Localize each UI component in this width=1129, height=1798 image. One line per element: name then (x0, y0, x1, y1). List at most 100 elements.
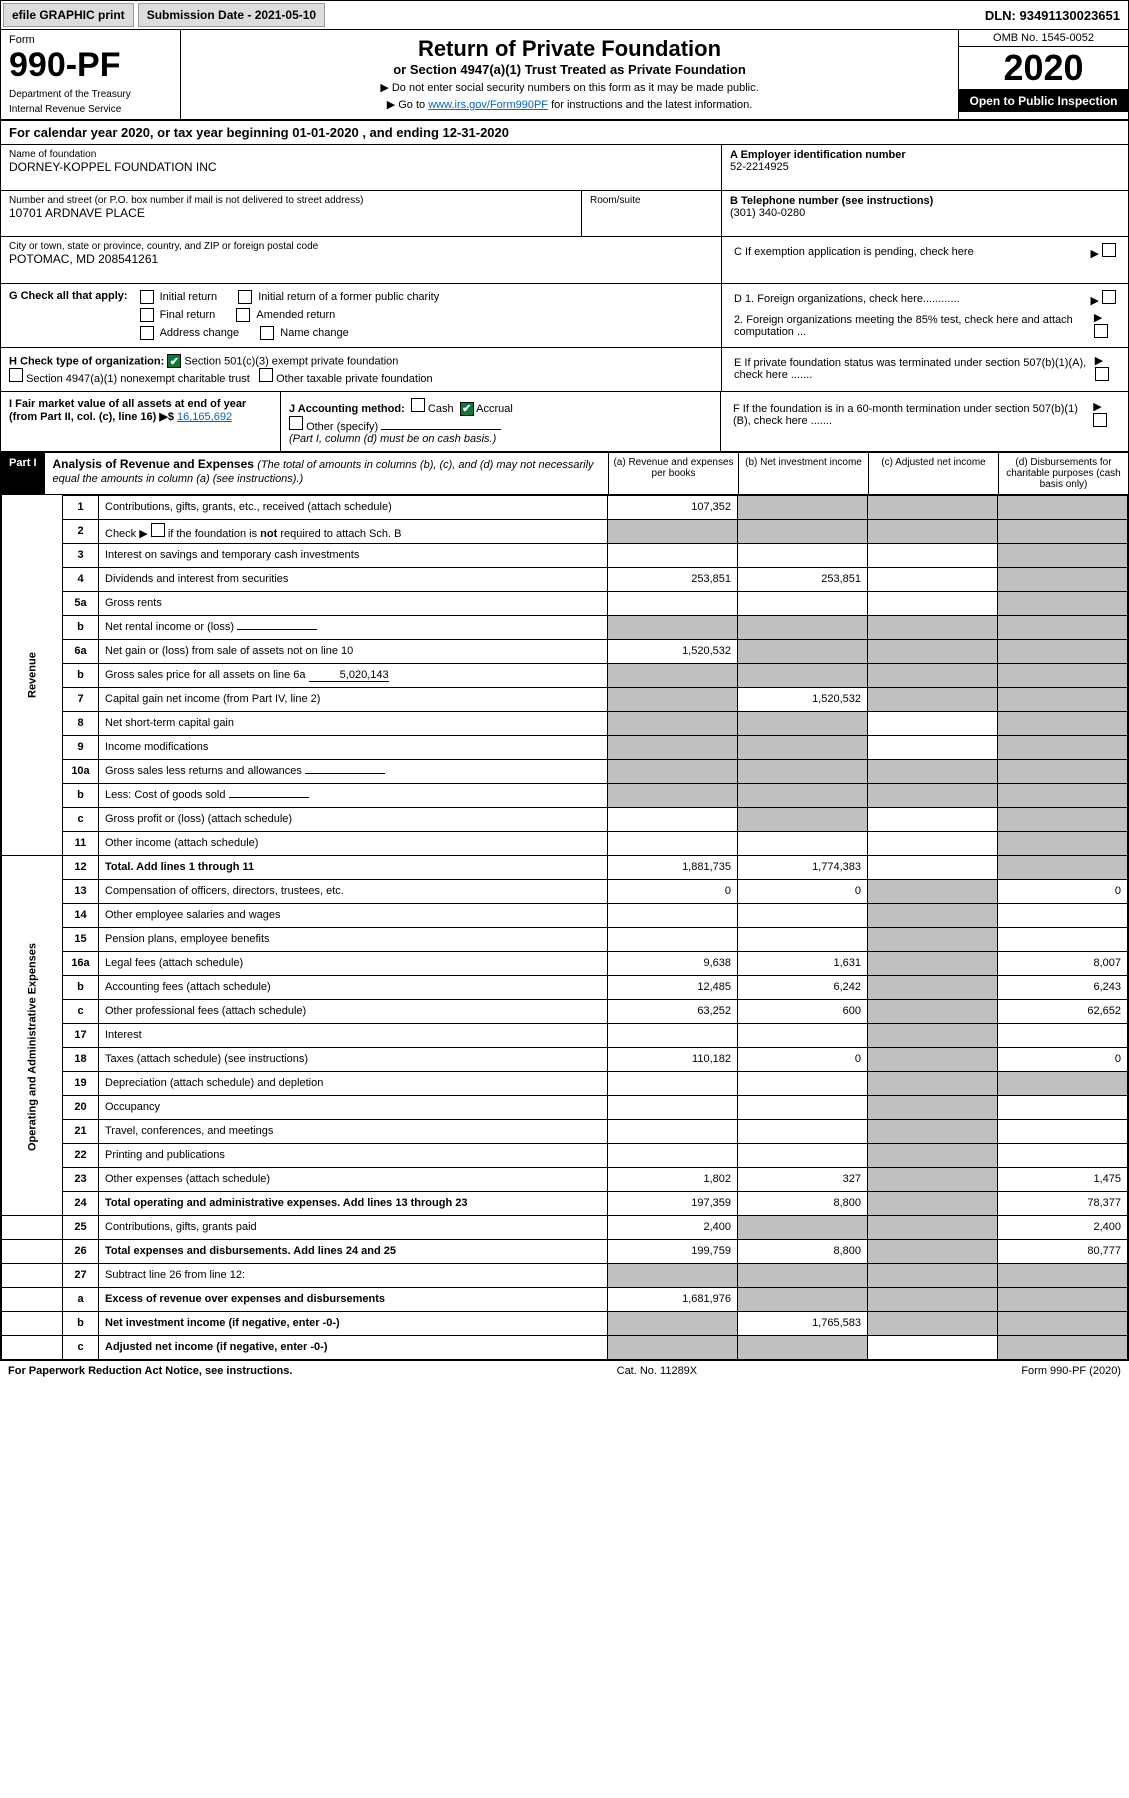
d1-label: D 1. Foreign organizations, check here..… (734, 293, 960, 305)
city-label: City or town, state or province, country… (9, 241, 713, 252)
f-label: F If the foundation is in a 60-month ter… (733, 403, 1093, 427)
phone-value: (301) 340-0280 (730, 207, 1120, 219)
final-return-checkbox[interactable] (140, 308, 154, 322)
calendar-year: For calendar year 2020, or tax year begi… (1, 121, 1128, 145)
table-row: 15Pension plans, employee benefits (2, 927, 1128, 951)
table-row: 10aGross sales less returns and allowanc… (2, 759, 1128, 783)
table-row: 2Check ▶ if the foundation is not requir… (2, 519, 1128, 543)
table-row: Operating and Administrative Expenses 13… (2, 879, 1128, 903)
ein-label: A Employer identification number (730, 149, 1120, 161)
omb-number: OMB No. 1545-0052 (959, 30, 1128, 47)
table-row: cAdjusted net income (if negative, enter… (2, 1335, 1128, 1359)
table-row: 20Occupancy (2, 1095, 1128, 1119)
f-checkbox[interactable] (1093, 413, 1107, 427)
address-label: Number and street (or P.O. box number if… (9, 195, 573, 206)
city-state-zip: POTOMAC, MD 208541261 (9, 252, 713, 266)
ein-value: 52-2214925 (730, 161, 1120, 173)
table-row: 17Interest (2, 1023, 1128, 1047)
c-checkbox[interactable] (1102, 243, 1116, 257)
cash-checkbox[interactable] (411, 398, 425, 412)
table-row: 22Printing and publications (2, 1143, 1128, 1167)
j-note: (Part I, column (d) must be on cash basi… (289, 433, 496, 445)
j-label: J Accounting method: (289, 403, 405, 415)
table-row: 6aNet gain or (loss) from sale of assets… (2, 639, 1128, 663)
accrual-checkbox[interactable]: ✔ (460, 402, 474, 416)
name-change-checkbox[interactable] (260, 326, 274, 340)
table-row: cGross profit or (loss) (attach schedule… (2, 807, 1128, 831)
table-row: 4Dividends and interest from securities … (2, 567, 1128, 591)
expenses-sidebar: Operating and Administrative Expenses (2, 879, 63, 1215)
table-row: 14Other employee salaries and wages (2, 903, 1128, 927)
address-change-checkbox[interactable] (140, 326, 154, 340)
other-method-checkbox[interactable] (289, 416, 303, 430)
submission-date-button[interactable]: Submission Date - 2021-05-10 (138, 3, 325, 27)
e-label: E If private foundation status was termi… (734, 357, 1095, 381)
table-row: 11Other income (attach schedule) (2, 831, 1128, 855)
table-row: Revenue 1Contributions, gifts, grants, e… (2, 495, 1128, 519)
g-label: G Check all that apply: (9, 290, 128, 302)
efile-print-button[interactable]: efile GRAPHIC print (3, 3, 134, 27)
name-label: Name of foundation (9, 149, 713, 160)
footer-left: For Paperwork Reduction Act Notice, see … (8, 1365, 292, 1377)
dept-treasury: Department of the Treasury (9, 89, 172, 100)
table-row: 24Total operating and administrative exp… (2, 1191, 1128, 1215)
table-row: 25Contributions, gifts, grants paid 2,40… (2, 1215, 1128, 1239)
e-checkbox[interactable] (1095, 367, 1109, 381)
d2-checkbox[interactable] (1094, 324, 1108, 338)
footer-form: Form 990-PF (2020) (1021, 1365, 1121, 1377)
col-b-header: (b) Net investment income (738, 453, 868, 494)
table-row: 23Other expenses (attach schedule) 1,802… (2, 1167, 1128, 1191)
table-row: 26Total expenses and disbursements. Add … (2, 1239, 1128, 1263)
table-row: bAccounting fees (attach schedule) 12,48… (2, 975, 1128, 999)
d1-checkbox[interactable] (1102, 290, 1116, 304)
501c3-checkbox[interactable]: ✔ (167, 354, 181, 368)
4947-checkbox[interactable] (9, 368, 23, 382)
table-row: 19Depreciation (attach schedule) and dep… (2, 1071, 1128, 1095)
table-row: 21Travel, conferences, and meetings (2, 1119, 1128, 1143)
table-row: 5aGross rents (2, 591, 1128, 615)
c-label: C If exemption application is pending, c… (734, 246, 974, 258)
initial-return-checkbox[interactable] (140, 290, 154, 304)
note-goto: ▶ Go to www.irs.gov/Form990PF for instru… (201, 98, 938, 111)
phone-label: B Telephone number (see instructions) (730, 195, 1120, 207)
table-row: bLess: Cost of goods sold (2, 783, 1128, 807)
room-label: Room/suite (590, 195, 713, 206)
col-c-header: (c) Adjusted net income (868, 453, 998, 494)
d2-label: 2. Foreign organizations meeting the 85%… (734, 314, 1094, 338)
initial-former-checkbox[interactable] (238, 290, 252, 304)
table-row: 18Taxes (attach schedule) (see instructi… (2, 1047, 1128, 1071)
table-row: 7Capital gain net income (from Part IV, … (2, 687, 1128, 711)
table-row: aExcess of revenue over expenses and dis… (2, 1287, 1128, 1311)
topbar: efile GRAPHIC print Submission Date - 20… (1, 1, 1128, 30)
dln: DLN: 93491130023651 (977, 4, 1128, 27)
col-d-header: (d) Disbursements for charitable purpose… (998, 453, 1128, 494)
part1-title: Analysis of Revenue and Expenses (53, 457, 254, 471)
fair-market-value[interactable]: 16,165,692 (177, 411, 232, 423)
table-row: 3Interest on savings and temporary cash … (2, 543, 1128, 567)
form-number: 990-PF (9, 46, 121, 84)
schb-checkbox[interactable] (151, 523, 165, 537)
table-row: 8Net short-term capital gain (2, 711, 1128, 735)
note-ssn: ▶ Do not enter social security numbers o… (201, 81, 938, 94)
tax-year: 2020 (959, 47, 1128, 90)
col-a-header: (a) Revenue and expenses per books (608, 453, 738, 494)
table-row: 12Total. Add lines 1 through 11 1,881,73… (2, 855, 1128, 879)
part1-label: Part I (1, 453, 45, 494)
other-taxable-checkbox[interactable] (259, 368, 273, 382)
footer-cat: Cat. No. 11289X (617, 1365, 698, 1377)
foundation-name: DORNEY-KOPPEL FOUNDATION INC (9, 160, 713, 174)
table-row: bGross sales price for all assets on lin… (2, 663, 1128, 687)
table-row: 27Subtract line 26 from line 12: (2, 1263, 1128, 1287)
open-to-public: Open to Public Inspection (959, 90, 1128, 112)
street-address: 10701 ARDNAVE PLACE (9, 206, 573, 220)
table-row: 9Income modifications (2, 735, 1128, 759)
amended-checkbox[interactable] (236, 308, 250, 322)
irs-link[interactable]: www.irs.gov/Form990PF (428, 99, 548, 111)
h-label: H Check type of organization: (9, 356, 164, 368)
form-title: Return of Private Foundation (201, 36, 938, 62)
table-row: bNet investment income (if negative, ent… (2, 1311, 1128, 1335)
form-label: Form (9, 34, 172, 46)
revenue-sidebar: Revenue (2, 495, 63, 855)
irs: Internal Revenue Service (9, 104, 172, 115)
table-row: 16aLegal fees (attach schedule) 9,6381,6… (2, 951, 1128, 975)
